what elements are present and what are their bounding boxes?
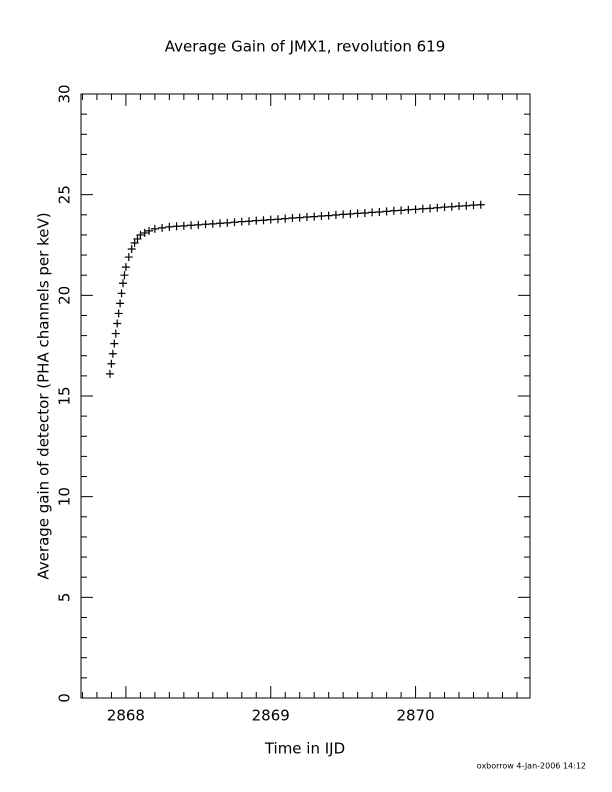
data-point	[317, 212, 326, 221]
data-point	[353, 209, 362, 218]
data-point	[105, 369, 114, 378]
data-point	[230, 218, 239, 227]
data-point	[382, 207, 391, 216]
data-point	[127, 245, 136, 254]
data-point	[411, 205, 420, 214]
y-axis-label: Average gain of detector (PHA channels p…	[35, 212, 53, 579]
data-point	[116, 299, 125, 308]
y-tick-label: 25	[56, 185, 74, 204]
data-point	[281, 214, 290, 223]
data-point	[476, 200, 485, 209]
data-point	[310, 212, 319, 221]
data-point	[172, 222, 181, 231]
data-point	[121, 263, 130, 272]
data-point	[113, 319, 122, 328]
data-point	[259, 216, 268, 225]
data-point	[346, 209, 355, 218]
data-point	[130, 238, 139, 247]
data-point	[136, 230, 145, 239]
data-point	[455, 202, 464, 211]
x-tick-label: 2868	[107, 707, 145, 725]
x-tick-label: 2869	[252, 707, 290, 725]
data-point	[295, 213, 304, 222]
y-tick-label: 0	[56, 693, 74, 703]
data-point	[110, 339, 119, 348]
data-point	[375, 207, 384, 216]
data-point	[389, 206, 398, 215]
y-tick-label: 10	[56, 487, 74, 506]
data-point	[339, 210, 348, 219]
data-point	[418, 204, 427, 213]
data-point	[140, 228, 149, 237]
footer: oxborrow 4-Jan-2006 14:12	[477, 762, 586, 771]
data-point	[462, 201, 471, 210]
data-point	[447, 202, 456, 211]
data-point	[145, 226, 154, 235]
data-point	[360, 208, 369, 217]
data-point	[120, 271, 129, 280]
y-tick-label: 30	[56, 84, 74, 103]
data-point	[179, 221, 188, 230]
chart-title: Average Gain of JMX1, revolution 619	[165, 38, 446, 56]
x-axis-label: Time in IJD	[264, 740, 345, 758]
data-point	[208, 219, 217, 228]
data-point	[108, 349, 117, 358]
y-tick-label: 20	[56, 286, 74, 305]
data-point	[111, 329, 120, 338]
data-point	[165, 222, 174, 231]
data-point	[426, 204, 435, 213]
plot-frame	[80, 93, 531, 699]
data-point	[107, 359, 116, 368]
data-point	[273, 215, 282, 224]
data-point	[331, 211, 340, 220]
data-point	[201, 220, 210, 229]
data-point	[187, 221, 196, 230]
data-point	[216, 219, 225, 228]
data-point	[266, 215, 275, 224]
y-tick-label: 5	[56, 593, 74, 603]
data-point	[324, 211, 333, 220]
data-point	[117, 289, 126, 298]
data-point	[119, 279, 128, 288]
data-point	[133, 234, 142, 243]
data-point	[433, 203, 442, 212]
data-point	[194, 220, 203, 229]
data-point	[245, 217, 254, 226]
data-point	[440, 203, 449, 212]
data-point	[158, 223, 167, 232]
data-point	[368, 208, 377, 217]
data-point	[302, 213, 311, 222]
data-point	[237, 217, 246, 226]
data-point	[114, 309, 123, 318]
data-point	[469, 201, 478, 210]
data-point	[223, 218, 232, 227]
data-point	[397, 206, 406, 215]
x-tick-label: 2870	[396, 707, 434, 725]
y-tick-label: 15	[56, 386, 74, 405]
data-point	[124, 253, 133, 262]
data-point	[288, 214, 297, 223]
data-point	[404, 205, 413, 214]
data-point	[150, 224, 159, 233]
data-point	[252, 216, 261, 225]
